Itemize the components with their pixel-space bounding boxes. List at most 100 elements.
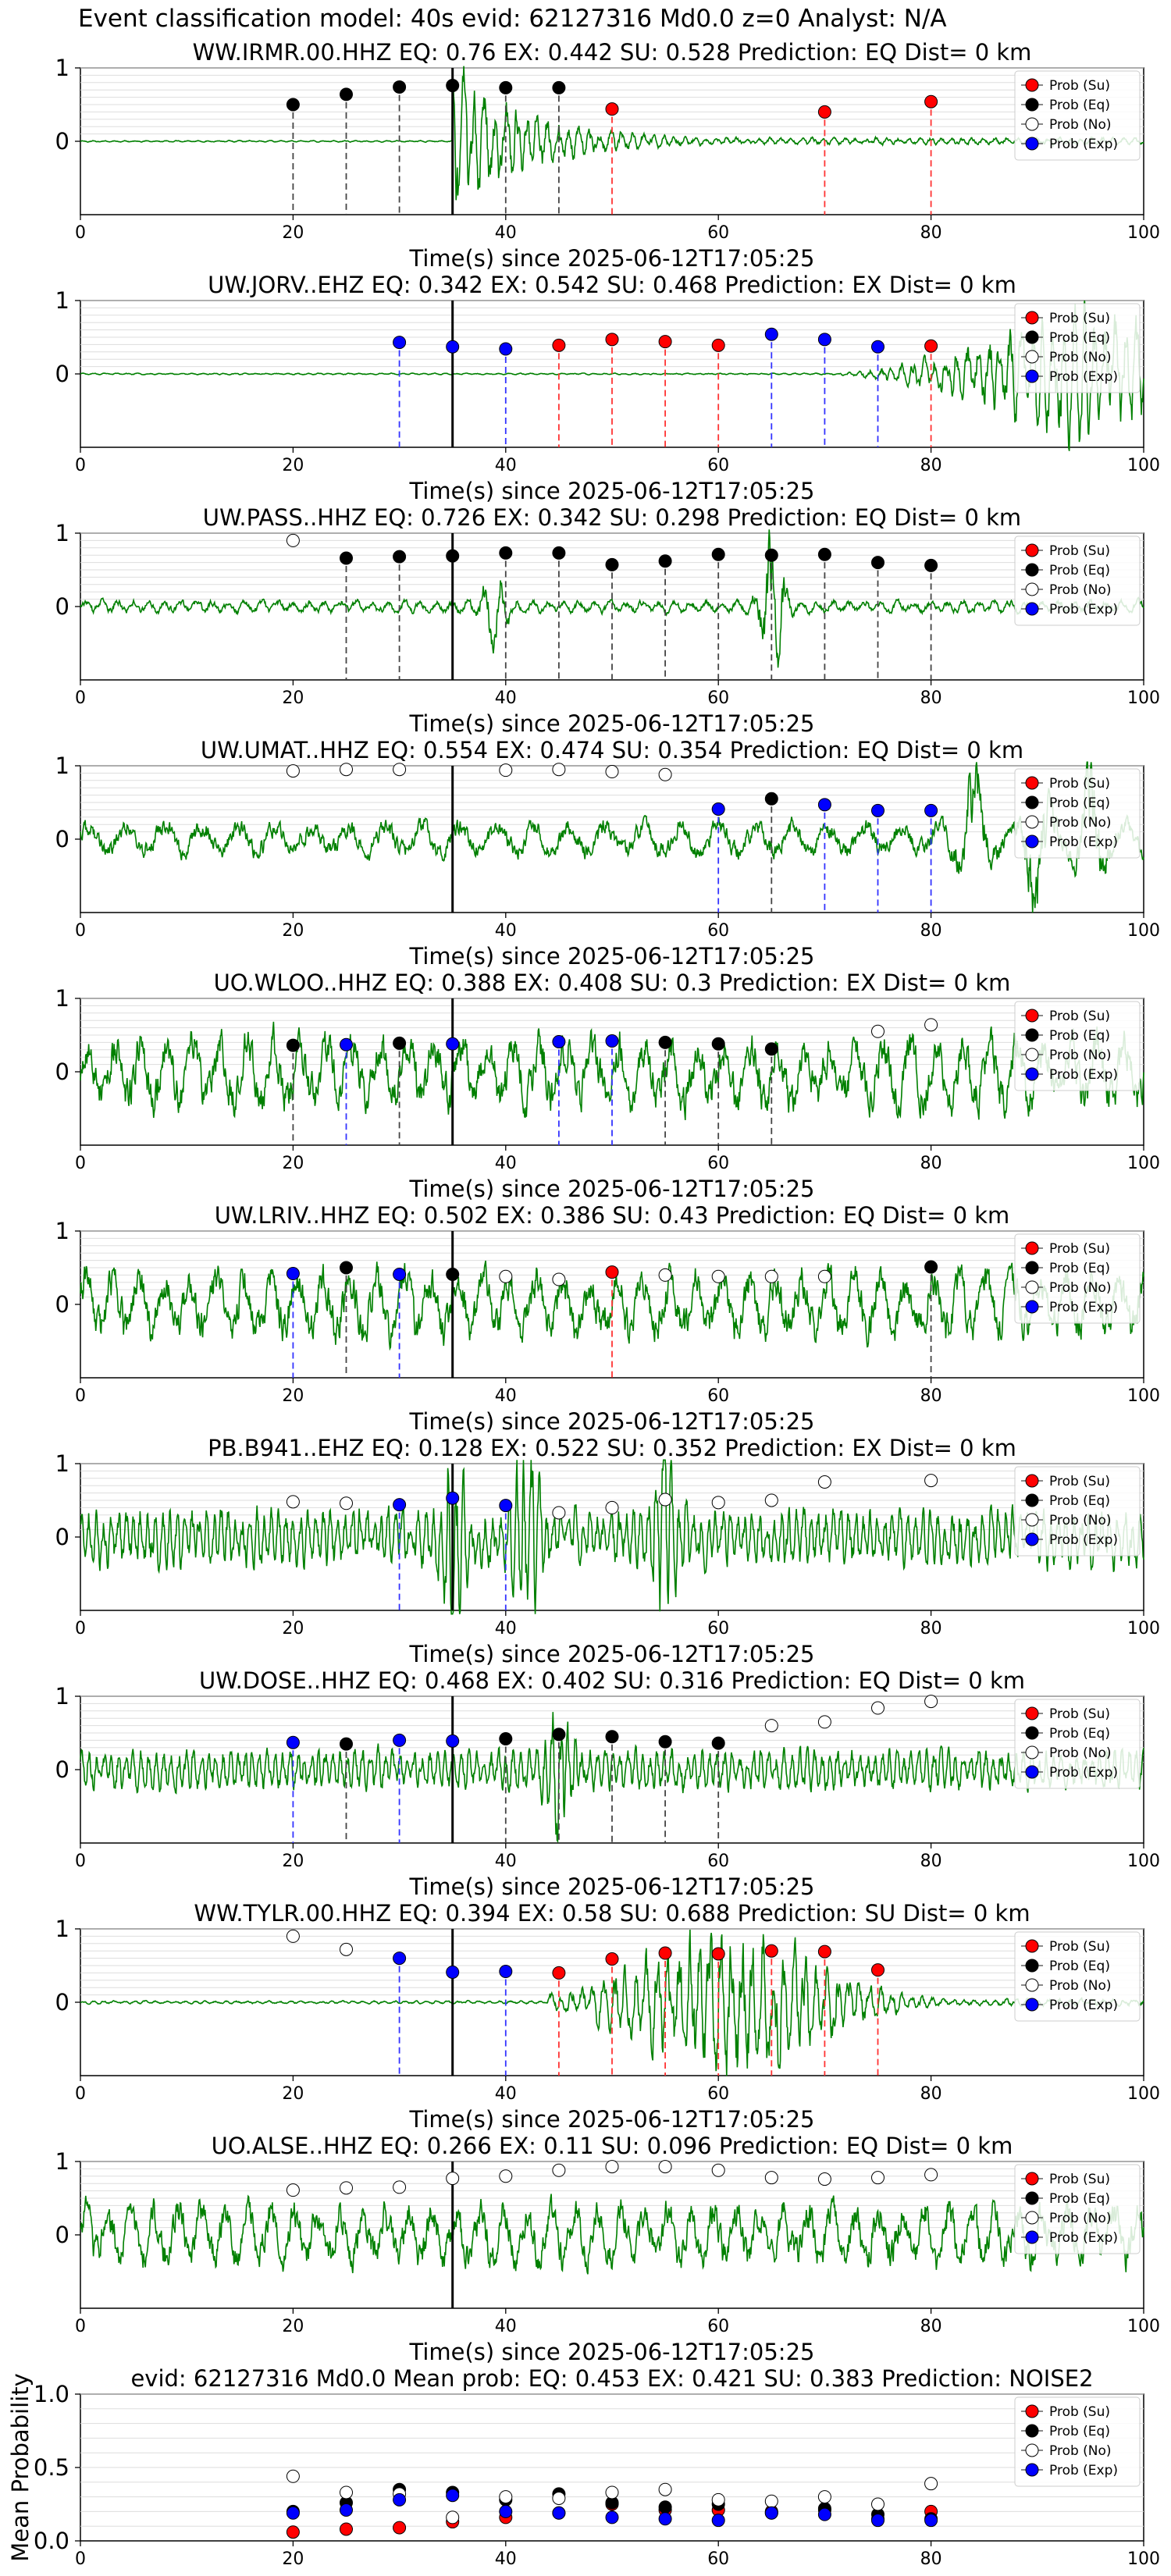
prob-marker-eq — [340, 1261, 353, 1275]
legend-marker-exp — [1025, 1998, 1039, 2012]
prob-marker-exp — [499, 342, 513, 356]
legend-label: Prob (Exp) — [1049, 369, 1118, 385]
legend-marker-su — [1025, 1241, 1039, 1255]
x-axis-label: Time(s) since 2025-06-12T17:05:25 — [409, 1408, 815, 1435]
prob-marker-no — [446, 2172, 460, 2186]
legend-box — [1014, 70, 1141, 161]
mean-marker-exp — [817, 2507, 831, 2521]
prob-marker-exp — [286, 1267, 300, 1281]
prob-marker-no — [817, 1269, 831, 1283]
x-tick-label: 40 — [495, 2549, 517, 2569]
seismogram-trace — [80, 1459, 1144, 1615]
x-tick-label: 80 — [920, 456, 942, 475]
legend-label: Prob (No) — [1049, 350, 1112, 365]
prob-marker-no — [658, 2160, 672, 2174]
waveform-panel-1: WW.IRMR.00.HHZ EQ: 0.76 EX: 0.442 SU: 0.… — [55, 39, 1160, 272]
legend-label: Prob (No) — [1049, 1048, 1112, 1063]
x-tick-label: 100 — [1127, 456, 1160, 475]
x-axis-label: Time(s) since 2025-06-12T17:05:25 — [409, 245, 815, 272]
x-tick-label: 100 — [1127, 2084, 1160, 2104]
y-tick-label: 0 — [55, 1756, 69, 1783]
prob-marker-exp — [871, 340, 884, 354]
legend-marker-eq — [1025, 1028, 1039, 1042]
prob-marker-su — [871, 1963, 884, 1977]
mean-marker-no — [764, 2494, 778, 2508]
mean-marker-su — [286, 2525, 300, 2539]
legend-label: Prob (Exp) — [1049, 2230, 1118, 2246]
x-tick-label: 40 — [495, 1852, 517, 1871]
prob-marker-no — [552, 763, 566, 777]
prob-marker-no — [605, 765, 619, 779]
mean-marker-exp — [711, 2514, 725, 2528]
prob-marker-no — [871, 1701, 884, 1715]
prob-marker-eq — [711, 1736, 725, 1750]
legend-label: Prob (Su) — [1049, 1474, 1110, 1489]
legend-marker-eq — [1025, 1493, 1039, 1507]
x-tick-label: 0 — [75, 1386, 86, 1406]
x-tick-label: 60 — [707, 1619, 729, 1638]
x-tick-label: 0 — [75, 1154, 86, 1173]
legend-marker-eq — [1025, 98, 1039, 112]
legend-marker-exp — [1025, 1532, 1039, 1546]
seismogram-trace — [80, 300, 1144, 451]
seismogram-trace — [80, 529, 1144, 668]
prob-marker-no — [286, 1929, 300, 1943]
x-tick-label: 100 — [1127, 688, 1160, 708]
prob-marker-eq — [286, 98, 300, 112]
prob-marker-exp — [393, 336, 407, 350]
prob-marker-su — [552, 338, 566, 352]
mean-probability-panel: evid: 62127316 Md0.0 Mean prob: EQ: 0.45… — [7, 2365, 1160, 2569]
legend-marker-su — [1025, 78, 1039, 92]
prob-marker-su — [924, 339, 938, 353]
chart-title: WW.IRMR.00.HHZ EQ: 0.76 EX: 0.442 SU: 0.… — [193, 39, 1032, 66]
legend-label: Prob (Su) — [1049, 1009, 1110, 1024]
prob-marker-eq — [499, 1732, 513, 1746]
y-tick-label: 1 — [55, 520, 69, 546]
x-tick-label: 80 — [920, 688, 942, 708]
prob-marker-exp — [340, 1037, 353, 1051]
mean-marker-no — [605, 2485, 619, 2500]
legend-label: Prob (No) — [1049, 1513, 1112, 1528]
legend-marker-exp — [1025, 369, 1039, 383]
mean-marker-exp — [924, 2514, 938, 2528]
prob-marker-no — [817, 2172, 831, 2186]
x-axis-label: Time(s) since 2025-06-12T17:05:25 — [409, 2339, 815, 2365]
x-tick-label: 80 — [920, 1619, 942, 1638]
x-tick-label: 40 — [495, 1154, 517, 1173]
legend-label: Prob (No) — [1049, 2443, 1112, 2459]
mean-marker-no — [711, 2492, 725, 2507]
prob-marker-eq — [658, 1735, 672, 1749]
legend-marker-su — [1025, 1939, 1039, 1953]
mean-marker-su — [340, 2522, 353, 2536]
x-tick-label: 80 — [920, 1154, 942, 1173]
legend-label: Prob (Su) — [1049, 2172, 1110, 2187]
prob-marker-eq — [764, 548, 778, 562]
mean-marker-no — [871, 2497, 884, 2511]
legend-marker-eq — [1025, 1959, 1039, 1973]
legend-marker-no — [1025, 350, 1039, 364]
prob-marker-no — [924, 1018, 938, 1032]
prob-marker-exp — [871, 803, 884, 817]
chart-title: evid: 62127316 Md0.0 Mean prob: EQ: 0.45… — [130, 2365, 1093, 2392]
x-tick-label: 20 — [282, 1852, 304, 1871]
y-tick-label: 1 — [55, 1218, 69, 1244]
legend-label: Prob (Su) — [1049, 311, 1110, 326]
x-tick-label: 100 — [1127, 2317, 1160, 2336]
y-tick-label: 1 — [55, 2148, 69, 2175]
legend-marker-no — [1025, 2443, 1039, 2457]
prob-marker-exp — [552, 1034, 566, 1048]
seismogram-trace — [80, 2194, 1144, 2275]
x-tick-label: 80 — [920, 2317, 942, 2336]
legend-marker-no — [1025, 2211, 1039, 2225]
prob-marker-eq — [340, 551, 353, 565]
y-tick-label: 1 — [55, 753, 69, 779]
legend-marker-su — [1025, 776, 1039, 790]
x-axis-label: Time(s) since 2025-06-12T17:05:25 — [409, 710, 815, 737]
y-tick-label: 1 — [55, 1683, 69, 1710]
legend-label: Prob (Eq) — [1049, 2424, 1110, 2439]
y-tick-label: 0 — [55, 361, 69, 387]
y-tick-label: 1 — [55, 1450, 69, 1477]
legend-label: Prob (Exp) — [1049, 602, 1118, 617]
chart-title: UW.PASS..HHZ EQ: 0.726 EX: 0.342 SU: 0.2… — [203, 504, 1021, 531]
x-tick-label: 80 — [920, 921, 942, 941]
